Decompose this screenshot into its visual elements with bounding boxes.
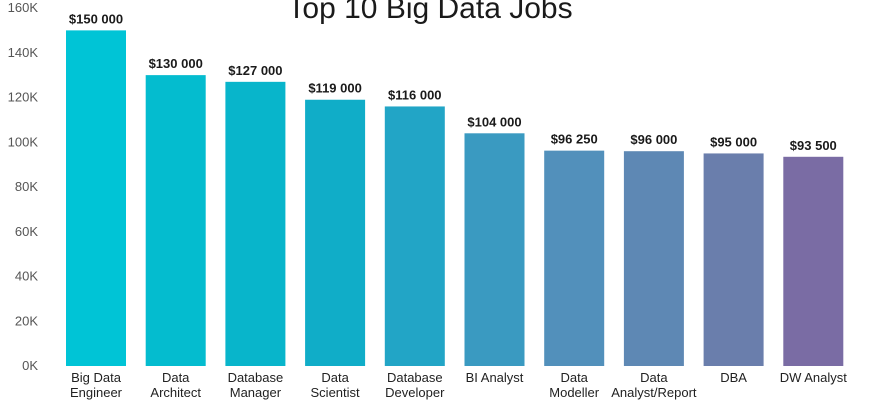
x-tick-label: Data Analyst/Report: [611, 370, 697, 400]
x-tick-label-line: Database: [387, 370, 443, 385]
bar: [544, 150, 605, 366]
x-tick-label: BI Analyst: [466, 370, 524, 385]
x-tick-label: Data Architect: [150, 370, 201, 400]
y-tick-label: 120K: [8, 90, 39, 105]
data-label: $119 000: [308, 81, 362, 96]
x-tick-label-line: Architect: [150, 385, 201, 400]
y-tick-label: 100K: [8, 134, 39, 149]
x-tick-label-line: DW Analyst: [780, 370, 848, 385]
x-tick-label-line: DBA: [720, 370, 747, 385]
bar: [225, 81, 286, 367]
chart-title: Top 10 Big Data Jobs: [287, 0, 572, 25]
x-tick-label-line: Data: [640, 370, 668, 385]
y-axis: 0K 20K 40K 60K 80K 100K 120K 140K 160K: [8, 0, 39, 373]
bar: [305, 99, 366, 367]
y-tick-label: 0K: [22, 358, 38, 373]
data-label: $150 000: [69, 11, 123, 26]
bar: [623, 151, 684, 366]
data-label: $104 000: [467, 114, 521, 129]
x-tick-label-line: Database: [228, 370, 284, 385]
data-label: $96 000: [630, 132, 677, 147]
data-label: $95 000: [710, 134, 757, 149]
y-tick-label: 40K: [15, 269, 38, 284]
data-label: $127 000: [228, 63, 282, 78]
x-tick-label-line: Analyst/Report: [611, 385, 697, 400]
x-tick-label-line: Developer: [385, 385, 445, 400]
x-tick-label: DBA: [720, 370, 747, 385]
y-tick-label: 160K: [8, 0, 39, 15]
y-tick-label: 20K: [15, 313, 38, 328]
x-tick-label: Data Modeller: [549, 370, 600, 400]
bars: [66, 30, 844, 367]
data-label: $116 000: [388, 87, 442, 102]
y-tick-label: 140K: [8, 45, 39, 60]
data-label: $96 250: [551, 132, 598, 147]
data-labels: $150 000 $130 000 $127 000 $119 000 $116 000…: [69, 11, 837, 152]
data-label: $93 500: [790, 138, 837, 153]
x-tick-label: Big Data Engineer: [70, 370, 123, 400]
bar: [66, 30, 126, 366]
x-tick-label-line: Manager: [230, 385, 282, 400]
x-tick-label-line: BI Analyst: [466, 370, 524, 385]
x-tick-label-line: Modeller: [549, 385, 600, 400]
bar: [145, 75, 206, 366]
bar: [384, 106, 445, 366]
x-tick-label: Data Scientist: [311, 370, 361, 400]
x-tick-label: Database Manager: [228, 370, 284, 400]
x-tick-label-line: Data: [560, 370, 588, 385]
x-tick-label-line: Big Data: [71, 370, 122, 385]
x-tick-label-line: Scientist: [311, 385, 361, 400]
x-tick-label: Database Developer: [385, 370, 445, 400]
x-tick-label-line: Data: [321, 370, 349, 385]
bar: [703, 153, 764, 366]
bar: [783, 156, 844, 366]
y-tick-label: 80K: [15, 179, 38, 194]
x-tick-label: DW Analyst: [780, 370, 848, 385]
x-tick-label-line: Engineer: [70, 385, 123, 400]
bar: [464, 133, 525, 366]
data-label: $130 000: [149, 56, 203, 71]
x-tick-label-line: Data: [162, 370, 190, 385]
y-tick-label: 60K: [15, 224, 38, 239]
